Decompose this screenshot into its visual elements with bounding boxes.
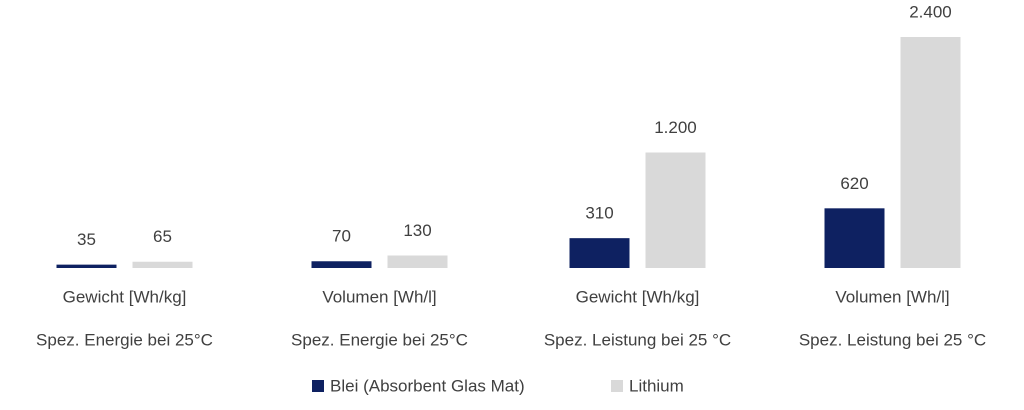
category-label: Gewicht [Wh/kg] <box>576 287 700 306</box>
data-label: 2.400 <box>909 2 952 21</box>
bar <box>132 261 193 268</box>
data-label: 35 <box>77 230 96 249</box>
bar <box>311 261 372 268</box>
category-group-label: Spez. Energie bei 25°C <box>36 330 213 349</box>
data-label: 130 <box>403 221 431 240</box>
bar <box>645 152 706 268</box>
data-label: 65 <box>153 227 172 246</box>
bar <box>824 208 885 268</box>
category-group-label: Spez. Leistung bei 25 °C <box>799 330 986 349</box>
legend-label: Blei (Absorbent Glas Mat) <box>330 376 525 395</box>
category-label: Volumen [Wh/l] <box>322 287 436 306</box>
data-label: 1.200 <box>654 118 697 137</box>
bar <box>900 37 961 268</box>
legend-swatch <box>611 380 623 392</box>
category-group-label: Spez. Leistung bei 25 °C <box>544 330 731 349</box>
category-label: Gewicht [Wh/kg] <box>63 287 187 306</box>
legend-swatch <box>312 380 324 392</box>
data-label: 620 <box>840 174 868 193</box>
category-label: Volumen [Wh/l] <box>835 287 949 306</box>
legend-label: Lithium <box>629 376 684 395</box>
bar <box>569 238 630 268</box>
bar <box>387 255 448 268</box>
data-label: 70 <box>332 227 351 246</box>
data-label: 310 <box>585 204 613 223</box>
category-group-label: Spez. Energie bei 25°C <box>291 330 468 349</box>
bar <box>56 264 117 268</box>
